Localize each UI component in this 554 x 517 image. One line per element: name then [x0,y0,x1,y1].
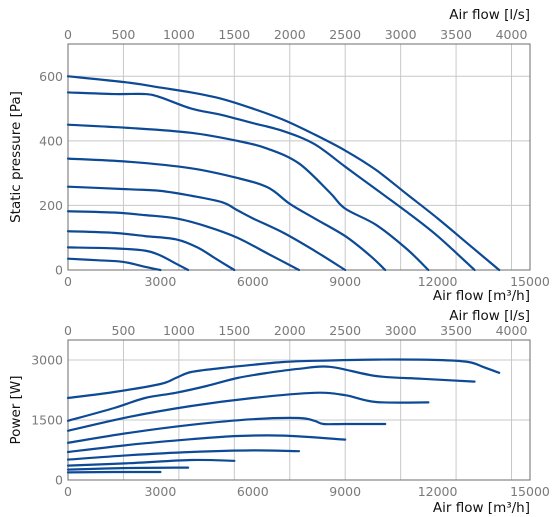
x2-tick-label: 500 [112,27,136,42]
x-tick-label: 6000 [237,484,269,499]
x2-tick-label: 0 [64,323,72,338]
series-line-6 [66,449,301,461]
y-tick-label: 1500 [31,413,63,428]
series-line-1 [66,75,501,272]
series-line-1 [66,358,501,400]
x2-tick-label: 1500 [218,27,250,42]
x2-tick-label: 2500 [329,323,361,338]
x2-tick-label: 4000 [496,323,528,338]
x-tick-label: 9000 [329,484,361,499]
x-tick-label: 15000 [510,484,550,499]
x2-tick-label: 500 [112,323,136,338]
x-tick-label: 6000 [237,274,269,289]
x2-tick-label: 1000 [163,323,195,338]
x-tick-label: 0 [64,274,72,289]
x-axis-label: Air flow [m³/h] [433,500,530,516]
series-line-8 [66,466,190,471]
y-tick-label: 600 [39,69,63,84]
x2-tick-label: 0 [64,27,72,42]
x-axis-label: Air flow [m³/h] [433,288,530,304]
series-line-2 [66,91,476,272]
series-line-6 [66,210,301,272]
x2-tick-label: 2000 [274,27,306,42]
x-tick-label: 12000 [418,484,458,499]
x2-tick-label: 3000 [385,27,417,42]
series-line-7 [66,230,236,272]
y-tick-label: 200 [39,198,63,213]
y-tick-label: 3000 [31,353,63,368]
plot-frame [67,339,531,481]
x2-axis-label: Air flow [l/s] [449,7,530,23]
x-tick-label: 9000 [329,274,361,289]
series-line-8 [66,246,190,272]
series-line-7 [66,458,236,467]
series-line-2 [66,365,476,422]
y-axis-label: Power [W] [8,376,24,445]
series-line-4 [66,416,387,444]
x2-tick-label: 2500 [329,27,361,42]
x-tick-label: 15000 [510,274,550,289]
series-line-4 [66,157,387,272]
y-tick-label: 400 [39,133,63,148]
series-line-3 [66,123,430,272]
series-line-3 [66,391,430,432]
x2-tick-label: 1000 [163,27,195,42]
x-tick-label: 3000 [144,274,176,289]
x2-tick-label: 2000 [274,323,306,338]
x2-tick-label: 3500 [440,323,472,338]
x-tick-label: 12000 [418,274,458,289]
series-line-5 [66,185,347,272]
x2-tick-label: 4000 [496,27,528,42]
x-tick-label: 0 [64,484,72,499]
series-line-9 [66,257,162,272]
y-axis-label: Static pressure [Pa] [8,91,24,223]
x2-axis-label: Air flow [l/s] [449,308,530,324]
x-tick-label: 3000 [144,484,176,499]
series-line-5 [66,434,347,454]
y-tick-label: 0 [55,263,63,278]
x2-tick-label: 3500 [440,27,472,42]
x2-tick-label: 1500 [218,323,250,338]
x2-tick-label: 3000 [385,323,417,338]
y-tick-label: 0 [55,473,63,488]
